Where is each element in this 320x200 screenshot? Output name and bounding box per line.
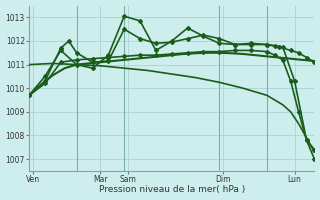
X-axis label: Pression niveau de la mer( hPa ): Pression niveau de la mer( hPa ) <box>99 185 245 194</box>
